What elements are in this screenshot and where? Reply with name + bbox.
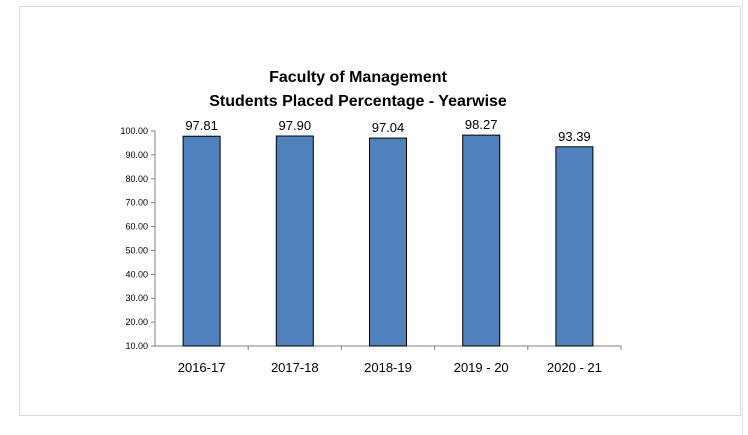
x-category-label: 2016-17 [178,360,226,375]
y-tick-label: 100.00 [120,126,148,136]
plot-area: 10.00 20.00 30.00 40.00 50.00 60.00 70.00 80.00… [120,117,622,375]
bar-value-label: 93.39 [558,129,591,144]
bar [462,134,501,347]
x-category-label: 2018-19 [364,360,412,375]
bar-value-label: 97.90 [279,118,312,133]
bar [369,137,407,347]
bar-value-label: 98.27 [465,117,498,132]
chart-title: Faculty of Management [269,69,447,86]
y-tick-label: 20.00 [125,317,148,327]
y-tick-label: 60.00 [125,222,148,232]
bar-value-label: 97.81 [185,118,218,133]
bar [555,146,594,347]
y-tick-label: 50.00 [125,245,148,255]
y-tick-label: 70.00 [125,198,148,208]
x-category-label: 2017-18 [271,360,319,375]
right-edge-divider [742,0,743,435]
y-tick-label: 40.00 [125,269,148,279]
x-category-label: 2019 - 20 [454,360,509,375]
chart-subtitle: Students Placed Percentage - Yearwise [209,93,507,110]
y-tick-label: 10.00 [125,341,148,351]
x-category-label: 2020 - 21 [547,360,602,375]
y-tick-label: 90.00 [125,150,148,160]
bar [182,135,221,347]
y-tick-label: 30.00 [125,293,148,303]
y-tick-label: 80.00 [125,174,148,184]
bar-value-label: 97.04 [372,120,405,135]
bar [275,135,314,347]
